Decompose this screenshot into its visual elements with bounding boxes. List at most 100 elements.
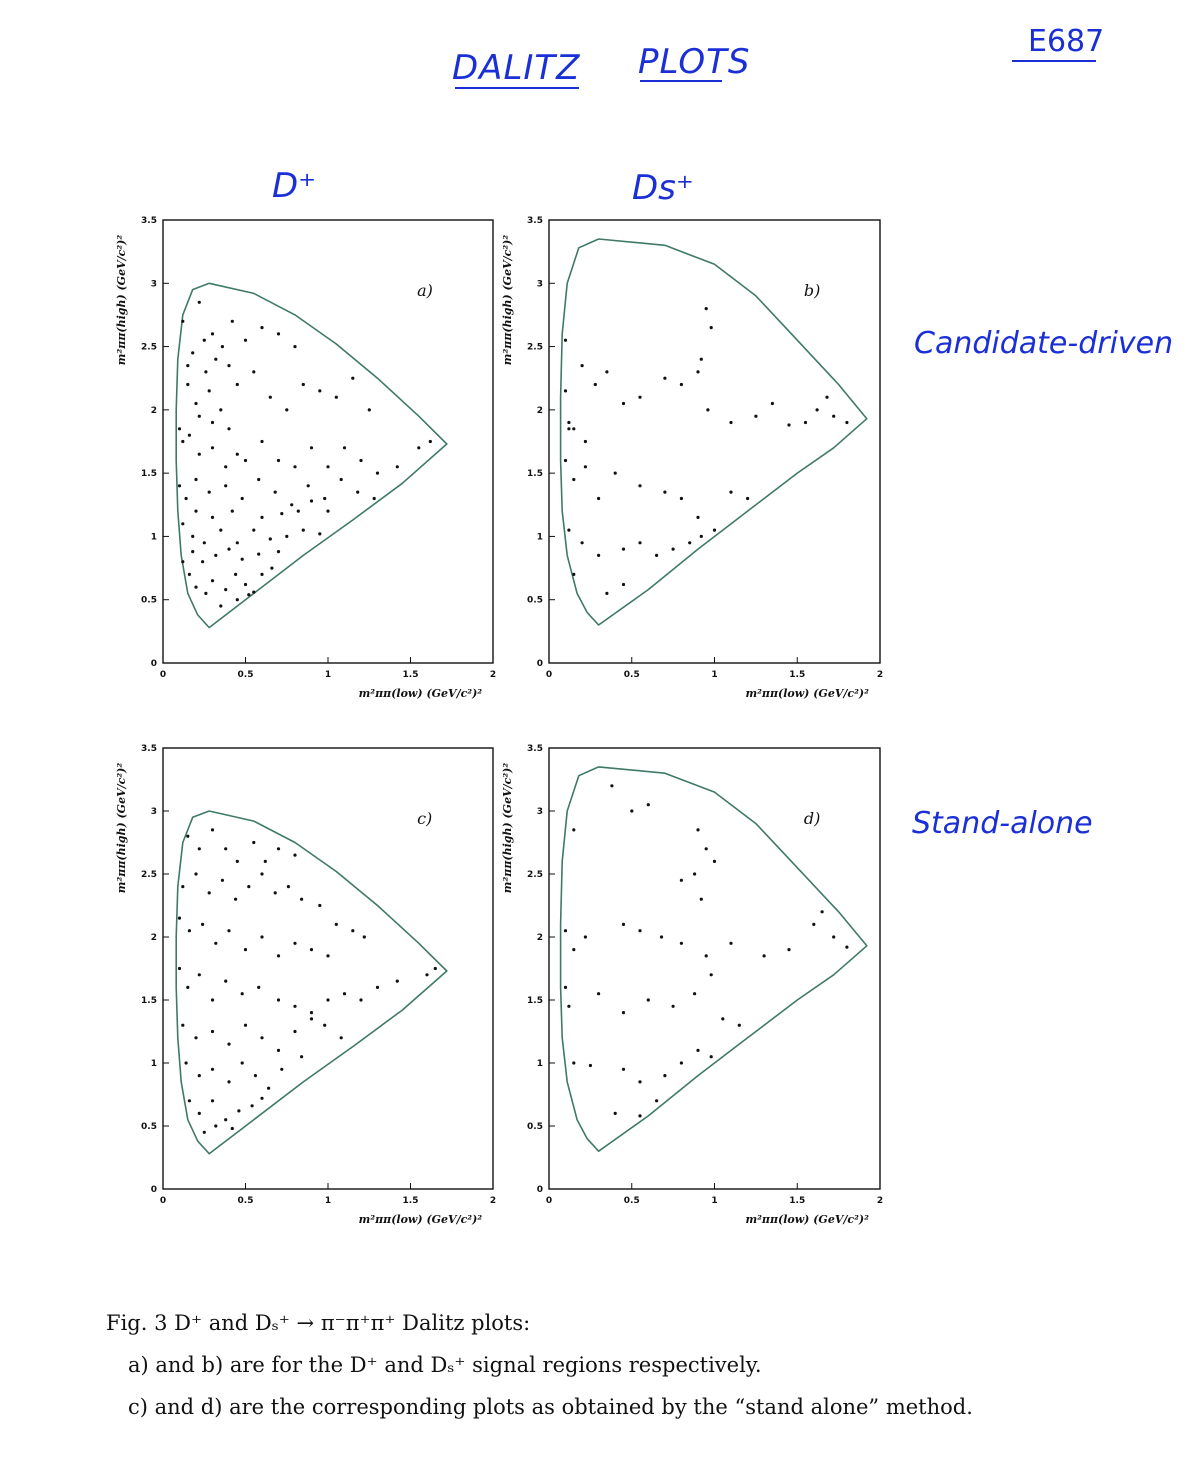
data-point-a bbox=[306, 484, 310, 488]
data-point-a bbox=[207, 389, 211, 393]
y-tick-label-d: 3.5 bbox=[527, 744, 543, 754]
data-point-c bbox=[300, 1055, 304, 1059]
data-point-c bbox=[230, 1126, 234, 1131]
data-point-b bbox=[679, 496, 684, 501]
data-point-c bbox=[237, 1109, 241, 1113]
data-point-c bbox=[309, 948, 314, 952]
data-point-c bbox=[235, 859, 239, 864]
data-point-d bbox=[712, 859, 717, 864]
panel-label-b: b) bbox=[804, 281, 820, 300]
x-tick-label-d: 2 bbox=[877, 1196, 883, 1206]
data-point-c bbox=[187, 1099, 191, 1103]
data-point-d bbox=[737, 1023, 741, 1027]
data-point-a bbox=[194, 509, 198, 513]
data-point-d bbox=[613, 1111, 617, 1115]
data-point-a bbox=[247, 593, 251, 597]
data-point-c bbox=[293, 853, 297, 857]
data-point-b bbox=[754, 414, 758, 418]
data-point-c bbox=[210, 1099, 215, 1103]
data-point-d bbox=[663, 1074, 667, 1078]
data-point-a bbox=[417, 446, 421, 450]
data-point-b bbox=[663, 490, 667, 494]
data-point-c bbox=[334, 922, 338, 927]
panel-label-c: c) bbox=[417, 809, 432, 828]
data-point-a bbox=[428, 439, 432, 444]
data-point-a bbox=[243, 458, 248, 463]
data-point-d bbox=[696, 828, 700, 832]
data-point-b bbox=[605, 370, 609, 374]
data-point-d bbox=[709, 1055, 713, 1059]
data-point-b bbox=[593, 382, 597, 387]
data-point-b bbox=[825, 395, 829, 399]
data-point-a bbox=[210, 420, 215, 425]
data-point-b bbox=[583, 465, 588, 469]
data-point-c bbox=[186, 834, 190, 838]
data-point-c bbox=[339, 1036, 343, 1040]
data-point-a bbox=[296, 509, 300, 513]
data-point-a bbox=[268, 537, 272, 541]
data-point-d bbox=[699, 897, 703, 901]
y-tick-label-d: 0 bbox=[537, 1185, 543, 1195]
data-point-d bbox=[621, 1067, 626, 1071]
data-point-b bbox=[696, 515, 700, 520]
x-tick-label-b: 0.5 bbox=[624, 670, 640, 680]
data-point-b bbox=[605, 591, 609, 596]
data-point-c bbox=[214, 941, 218, 945]
dalitz-panel-d: 0 0.5 1 1.5 2 2.5 3 3.5 0 0.5 1 1.5 2 m²ππ(low) (GeV/… bbox=[501, 744, 883, 1226]
data-point-a bbox=[309, 499, 314, 503]
data-point-c bbox=[425, 973, 429, 977]
data-point-a bbox=[276, 332, 281, 336]
data-point-c bbox=[273, 891, 277, 895]
data-point-a bbox=[191, 550, 195, 554]
data-point-c bbox=[293, 1004, 297, 1008]
data-point-a bbox=[359, 458, 363, 463]
data-point-d bbox=[655, 1099, 659, 1103]
data-point-b bbox=[655, 553, 659, 558]
data-point-d bbox=[621, 1011, 626, 1015]
data-point-c bbox=[186, 985, 190, 990]
data-point-d bbox=[588, 1063, 593, 1068]
data-point-c bbox=[224, 847, 228, 851]
data-point-a bbox=[260, 572, 264, 577]
data-point-a bbox=[186, 382, 190, 387]
data-point-d bbox=[610, 784, 614, 788]
x-tick-label-d: 1 bbox=[711, 1196, 717, 1206]
kinematic-boundary-d bbox=[559, 766, 868, 1152]
data-point-c bbox=[210, 1067, 215, 1071]
data-point-a bbox=[227, 427, 231, 431]
data-point-b bbox=[563, 338, 568, 342]
data-point-c bbox=[201, 922, 205, 927]
data-point-a bbox=[220, 345, 224, 349]
data-point-d bbox=[820, 910, 824, 914]
data-point-b bbox=[583, 439, 588, 444]
data-point-b bbox=[704, 307, 708, 311]
data-point-a bbox=[204, 591, 208, 596]
y-tick-label-d: 1.5 bbox=[527, 996, 543, 1006]
data-point-b bbox=[699, 357, 703, 361]
data-point-b bbox=[567, 427, 571, 431]
data-point-c bbox=[326, 954, 330, 958]
data-point-a bbox=[197, 300, 201, 304]
data-point-c bbox=[263, 859, 267, 864]
data-point-a bbox=[301, 382, 305, 387]
data-point-c bbox=[202, 1130, 206, 1134]
title-dalitz: DALITZ bbox=[452, 48, 581, 88]
data-point-d bbox=[671, 1004, 675, 1008]
data-point-c bbox=[210, 1029, 215, 1034]
y-tick-label-b: 1 bbox=[537, 532, 543, 542]
data-point-b bbox=[699, 534, 703, 539]
y-axis-title-a: m²ππ(high) (GeV/c²)² bbox=[115, 235, 128, 366]
data-point-a bbox=[177, 484, 182, 488]
data-point-c bbox=[293, 941, 297, 945]
data-point-b bbox=[621, 401, 626, 406]
y-tick-label-a: 3.5 bbox=[141, 216, 157, 226]
column-label-dplus: D⁺ bbox=[272, 166, 317, 206]
y-tick-label-a: 2 bbox=[151, 406, 157, 416]
title-dalitz-underline bbox=[455, 87, 579, 89]
data-point-b bbox=[832, 414, 836, 418]
x-tick-label-b: 0 bbox=[546, 670, 552, 680]
y-tick-label-a: 0 bbox=[151, 659, 157, 669]
x-axis-title-d: m²ππ(low) (GeV/c²)² bbox=[745, 1213, 869, 1226]
data-point-d bbox=[812, 922, 816, 927]
y-tick-label-c: 3.5 bbox=[141, 744, 157, 754]
